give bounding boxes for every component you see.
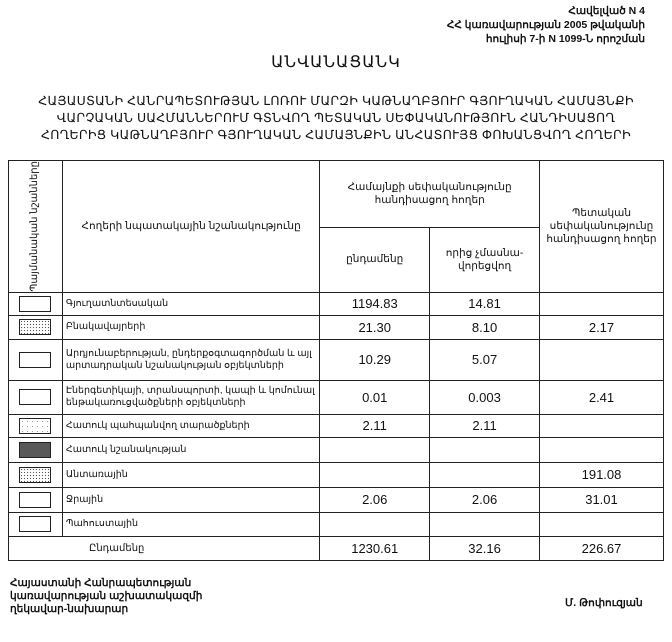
state-cell (539, 291, 664, 316)
subtitle-line: ՀՈՂԵՐԻՑ ԿԱԹՆԱՂԲՅՈՒՐ ԳՅՈՒՂԱԿԱՆ ՀԱՄԱՅՆՔԻՆ … (41, 128, 631, 142)
of-which-cell: 8.10 (429, 314, 540, 340)
table-row: Հատուկ նշանակության (8, 436, 664, 463)
purpose-cell: Անտառային (61, 461, 321, 488)
of-which-cell: 5.07 (429, 338, 540, 381)
total-cell: 21.30 (319, 314, 431, 340)
grand-total-cell: 1230.61 (319, 535, 431, 561)
legend-symbol-cell (8, 461, 63, 488)
of-which-cell: 0.003 (429, 379, 540, 415)
total-cell: 1194.83 (319, 291, 431, 316)
purpose-cell: Էներգետիկայի, տրանսպորտի, կապի և կոմունա… (61, 379, 321, 415)
position-line: Հայաստանի Հանրապետության (10, 577, 192, 589)
table-row: Արդյունաբերության, ընդերքօգտագործման և ա… (8, 338, 664, 381)
table-row: Բնակավայրերի 21.30 8.10 2.17 (8, 314, 664, 340)
header-state: Պետական սեփականությունը հանդիսացող հողեր (539, 160, 664, 293)
total-cell (319, 436, 431, 463)
legend-symbol-icon (19, 441, 52, 458)
total-label: Ընդամենը (7, 535, 321, 561)
header-total: ընդամենը (319, 226, 431, 293)
state-cell: 31.01 (539, 486, 664, 513)
signatory-name: Մ. Թոփուզյան (565, 597, 643, 609)
legend-symbol-icon (19, 516, 52, 533)
header-symbols-text: Պայմանական նշանները (29, 161, 41, 292)
table-row: Անտառային 191.08 (8, 461, 664, 488)
annex-line: հուլիսի 7-ի N 1099-Ն որոշման (485, 33, 645, 45)
position-line: կառավարության աշխատակազմի (10, 590, 203, 602)
legend-symbol-icon (19, 417, 52, 434)
position-line: ղեկավար-նախարար (10, 603, 129, 615)
legend-symbol-icon (19, 466, 52, 483)
of-which-cell: 14.81 (429, 291, 540, 316)
grand-of-which-cell: 32.16 (429, 535, 540, 561)
header-of-which: որից չմասնա-վորեցվող (429, 226, 540, 293)
purpose-cell: Պահուստային (61, 511, 321, 537)
of-which-cell: 2.06 (429, 486, 540, 513)
total-cell (319, 511, 431, 537)
purpose-cell: Բնակավայրերի (61, 314, 321, 340)
header-symbols: Պայմանական նշանները (8, 160, 63, 293)
total-cell: 10.29 (319, 338, 431, 381)
table-row: Հատուկ պահպանվող տարածքների 2.11 2.11 (8, 413, 664, 438)
legend-symbol-icon (19, 295, 52, 312)
of-which-cell (429, 461, 540, 488)
legend-symbol-icon (19, 319, 52, 336)
annex-reference: Հավելված N 4 ՀՀ կառավարության 2005 թվակա… (430, 4, 645, 46)
document-title: ԱՆՎԱՆԱՑԱՆԿ (271, 54, 401, 71)
state-cell: 2.17 (539, 314, 664, 340)
legend-symbol-cell (8, 314, 63, 340)
legend-symbol-cell (8, 338, 63, 381)
purpose-cell: Գյուղատնտեսական (61, 291, 321, 316)
state-cell (539, 413, 664, 438)
total-row: Ընդամենը 1230.61 32.16 226.67 (7, 535, 664, 561)
legend-symbol-cell (8, 486, 63, 513)
annex-line: ՀՀ կառավարության 2005 թվականի (446, 19, 645, 31)
signatory-position: Հայաստանի Հանրապետության կառավարության ա… (10, 577, 202, 616)
state-cell: 2.41 (539, 379, 664, 415)
total-cell: 2.06 (319, 486, 431, 513)
of-which-cell (429, 511, 540, 537)
grand-state-cell: 226.67 (539, 535, 664, 561)
total-cell: 2.11 (319, 413, 431, 438)
state-cell (539, 436, 664, 463)
legend-symbol-cell (8, 379, 63, 415)
subtitle-line: ՀԱՅԱՍՏԱՆԻ ՀԱՆՐԱՊԵՏՈՒԹՅԱՆ ԼՈՌՈՒ ՄԱՐԶԻ ԿԱԹ… (38, 94, 634, 108)
legend-symbol-cell (8, 511, 63, 537)
total-cell (319, 461, 431, 488)
legend-symbol-cell (8, 413, 63, 438)
of-which-cell: 2.11 (429, 413, 540, 438)
table-row: Ջրային 2.06 2.06 31.01 (8, 486, 664, 513)
land-table: Պայմանական նշանները Հողերի նպատակային նշ… (7, 160, 664, 561)
state-cell: 191.08 (539, 461, 664, 488)
table-row: Էներգետիկայի, տրանսպորտի, կապի և կոմունա… (8, 379, 664, 415)
legend-symbol-cell (8, 436, 63, 463)
total-cell: 0.01 (319, 379, 431, 415)
legend-symbol-icon (19, 351, 52, 368)
legend-symbol-icon (19, 491, 52, 508)
legend-symbol-icon (19, 389, 52, 406)
purpose-cell: Ջրային (61, 486, 321, 513)
purpose-cell: Հատուկ նշանակության (61, 436, 321, 463)
purpose-cell: Հատուկ պահպանվող տարածքների (61, 413, 321, 438)
state-cell (539, 338, 664, 381)
subtitle-line: ՎԱՐՉԱԿԱՆ ՍԱՀՄԱՆՆԵՐՈՒՄ ԳՏՆՎՈՂ ՊԵՏԱԿԱՆ ՍԵՓ… (56, 111, 616, 125)
legend-symbol-cell (8, 291, 63, 316)
table-row: Գյուղատնտեսական 1194.83 14.81 (8, 291, 664, 316)
state-cell (539, 511, 664, 537)
annex-line: Հավելված N 4 (568, 5, 645, 17)
document-subtitle: ՀԱՅԱՍՏԱՆԻ ՀԱՆՐԱՊԵՏՈՒԹՅԱՆ ԼՈՌՈՒ ՄԱՐԶԻ ԿԱԹ… (0, 93, 672, 144)
purpose-cell: Արդյունաբերության, ընդերքօգտագործման և ա… (61, 338, 321, 381)
header-purpose: Հողերի նպատակային նշանակությունը (61, 160, 321, 293)
header-community: Համայնքի սեփականությունը հանդիսացող հողե… (319, 160, 540, 228)
of-which-cell (429, 436, 540, 463)
table-row: Պահուստային (8, 511, 664, 537)
